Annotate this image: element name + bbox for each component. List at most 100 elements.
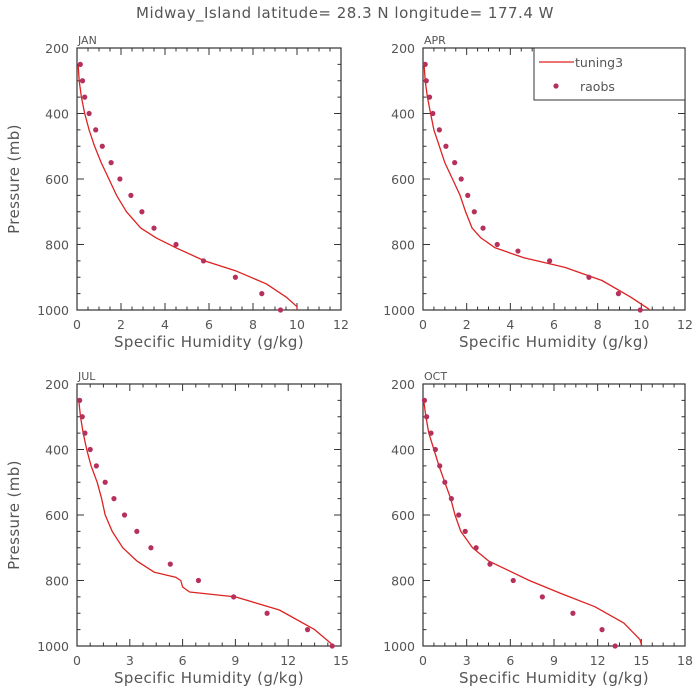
obs-point-jul [77,397,83,403]
obs-point-jan [200,258,207,264]
model-line-apr [423,64,651,310]
obs-point-oct [487,561,493,567]
panel-label-jan: JAN [77,34,97,47]
x-tick-label: 2 [117,317,125,332]
y-axis-label: Pressure (mb) [5,124,23,234]
obs-point-jan [117,176,123,182]
obs-point-oct [539,594,545,600]
legend: tuning3 raobs [533,47,686,101]
obs-point-oct [442,479,448,485]
obs-point-oct [437,463,443,469]
x-tick-label: 6 [205,317,213,332]
y-tick-label: 400 [45,443,69,458]
obs-point-apr [423,78,429,84]
obs-point-jul [231,594,237,600]
axes-frame-jul [76,383,342,647]
x-tick-label: 6 [179,653,187,668]
x-tick-label: 15 [633,653,649,668]
obs-point-jan [99,143,105,149]
obs-point-apr [637,307,643,313]
obs-point-apr [480,225,486,231]
obs-point-apr [430,110,436,117]
obs-point-jan [82,94,88,100]
y-tick-label: 400 [391,443,415,458]
panel-label-apr: APR [424,34,446,47]
obs-point-oct [612,643,618,649]
obs-point-oct [424,414,430,420]
obs-point-jul [167,561,173,567]
obs-point-jul [329,643,335,649]
x-axis-label: Specific Humidity (g/kg) [114,333,304,351]
x-tick-label: 12 [590,653,606,668]
y-tick-label: 800 [391,574,415,589]
axes-frame-oct [422,383,686,647]
legend-box [533,47,686,101]
x-tick-label: 12 [333,317,349,332]
obs-point-oct [432,446,438,453]
obs-point-jan [277,307,284,313]
obs-point-jul [93,463,99,469]
obs-point-oct [456,512,462,518]
obs-point-apr [586,274,592,280]
obs-point-jul [304,627,311,633]
x-axis-label: Specific Humidity (g/kg) [114,669,304,687]
x-axis-label: Specific Humidity (g/kg) [459,669,649,687]
obs-point-jan [108,160,114,166]
y-axis-label: Pressure (mb) [5,460,23,570]
obs-point-apr [494,241,500,248]
y-tick-label: 1000 [383,303,415,318]
x-tick-label: 4 [161,317,169,332]
panel-label-jul: JUL [77,370,96,383]
x-tick-label: 0 [419,317,427,332]
x-tick-label: 8 [594,317,602,332]
obs-point-jan [139,209,145,215]
y-tick-label: 800 [391,238,415,253]
obs-point-jul [264,610,270,616]
y-tick-label: 400 [391,107,415,122]
legend-obs-label: raobs [580,79,615,94]
y-tick-label: 600 [45,172,69,187]
x-tick-label: 0 [73,317,81,332]
y-tick-label: 1000 [37,639,69,654]
obs-point-jan [259,291,265,297]
x-tick-label: 0 [419,653,427,668]
obs-point-jan [93,127,99,133]
obs-point-jul [79,414,85,420]
y-tick-label: 200 [391,377,415,392]
plot-area-oct [423,400,643,646]
x-tick-label: 8 [249,317,257,332]
obs-point-jan [151,225,157,231]
y-tick-label: 1000 [37,303,69,318]
panel-jul: JUL 0 3 6 9 12 15 200 400 600 800 1000 Specific Humi… [5,370,349,687]
x-tick-label: 15 [333,653,349,668]
obs-point-jul [102,479,108,485]
y-tick-label: 200 [391,41,415,56]
x-tick-label: 18 [677,653,693,668]
axes-frame-jan [76,47,342,311]
x-tick-label: 10 [289,317,305,332]
x-tick-label: 3 [126,653,134,668]
figure-title: Midway_Island latitude= 28.3 N longitude… [136,4,554,23]
obs-point-jul [121,512,128,518]
obs-point-jan [173,241,179,248]
y-tick-label: 200 [45,377,69,392]
x-tick-label: 3 [463,653,471,668]
obs-point-apr [515,248,521,254]
y-tick-label: 200 [45,41,69,56]
obs-point-jan [128,192,134,198]
obs-point-oct [428,430,434,436]
obs-point-apr [458,176,464,182]
x-tick-label: 12 [280,653,296,668]
x-tick-label: 6 [506,653,514,668]
obs-point-apr [471,209,477,215]
y-tick-label: 600 [45,508,69,523]
x-tick-label: 10 [633,317,649,332]
obs-point-jul [148,545,154,551]
model-line-oct [423,400,643,646]
x-tick-label: 6 [550,317,558,332]
model-line-jan [77,64,298,310]
plot-area-jan [77,64,298,310]
obs-point-jul [111,496,117,502]
y-tick-label: 1000 [383,639,415,654]
